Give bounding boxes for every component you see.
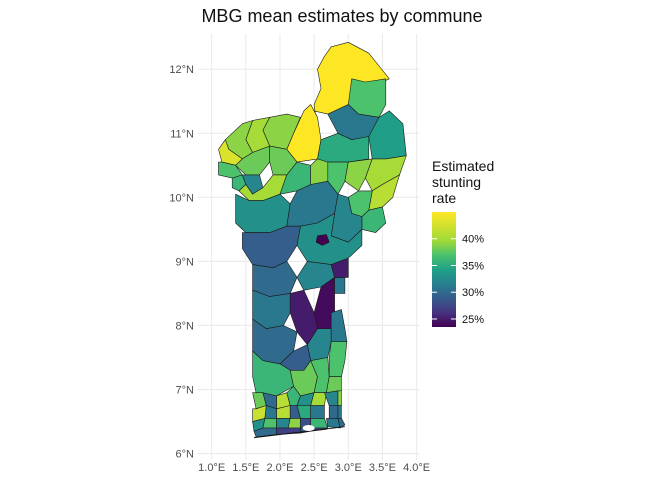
commune-region-72	[334, 277, 346, 294]
lagoon-patch	[302, 424, 315, 431]
legend-colorbar	[432, 212, 456, 327]
x-tick-label-4: 3.0°E	[335, 462, 362, 474]
y-tick-label-4: 8°N	[176, 320, 195, 332]
x-axis-ticks: 1.0°E 1.5°E 2.0°E 2.5°E 3.0°E 3.5°E 4.0°E	[198, 462, 430, 474]
legend-title-line-1: Estimated	[432, 158, 494, 174]
commune-region-68	[337, 390, 342, 406]
commune-region-54	[262, 418, 277, 429]
commune-region-30	[252, 261, 298, 297]
commune-region-18	[327, 161, 349, 195]
x-tick-label-0: 1.0°E	[198, 462, 225, 474]
commune-region-19	[344, 158, 373, 192]
commune-region-71	[330, 309, 348, 342]
x-tick-label-5: 3.5°E	[369, 462, 396, 474]
commune-region-28	[296, 213, 363, 265]
x-tick-label-3: 2.5°E	[301, 462, 328, 474]
commune-region-10	[235, 145, 271, 176]
commune-region-34	[289, 289, 318, 346]
commune-region-73	[330, 257, 349, 278]
x-tick-label-6: 4.0°E	[403, 462, 430, 474]
y-tick-label-0: 12°N	[169, 64, 194, 76]
legend-tick-label-2: 30%	[462, 287, 484, 299]
legend-tick-label-1: 35%	[462, 260, 484, 272]
legend-title-line-2: stunting	[432, 174, 481, 190]
commune-region-52	[310, 405, 325, 419]
legend-tick-label-3: 25%	[462, 314, 484, 326]
commune-region-17	[310, 158, 329, 185]
commune-region-56	[287, 418, 301, 429]
y-tick-label-5: 7°N	[176, 385, 195, 397]
legend-title-line-3: rate	[432, 190, 456, 206]
y-tick-label-2: 10°N	[169, 192, 194, 204]
commune-region-70	[337, 418, 346, 429]
y-tick-label-3: 9°N	[176, 256, 195, 268]
commune-region-66	[328, 341, 348, 378]
coastline-segment	[253, 426, 345, 439]
commune-region-63	[324, 390, 339, 406]
legend: Estimated stunting rate 40% 35% 30% 25%	[432, 158, 494, 327]
y-tick-label-1: 11°N	[170, 128, 194, 140]
commune-region-55	[276, 418, 291, 429]
y-axis-ticks: 12°N 11°N 10°N 9°N 8°N 7°N 6°N	[169, 64, 194, 460]
lagoon-patch-shape	[302, 424, 315, 431]
commune-region-64	[328, 405, 339, 419]
commune-region-69	[337, 405, 342, 419]
legend-tick-label-0: 40%	[462, 234, 484, 246]
commune-region-27	[242, 225, 301, 269]
commune-polygons	[218, 41, 407, 438]
x-tick-label-2: 2.0°E	[266, 462, 293, 474]
commune-region-67	[326, 376, 342, 394]
commune-region-29	[315, 234, 330, 246]
y-tick-label-6: 6°N	[176, 449, 195, 461]
x-tick-label-1: 1.5°E	[232, 462, 259, 474]
chart-title: MBG mean estimates by commune	[201, 6, 482, 26]
legend-ticks: 40% 35% 30% 25%	[432, 234, 484, 326]
